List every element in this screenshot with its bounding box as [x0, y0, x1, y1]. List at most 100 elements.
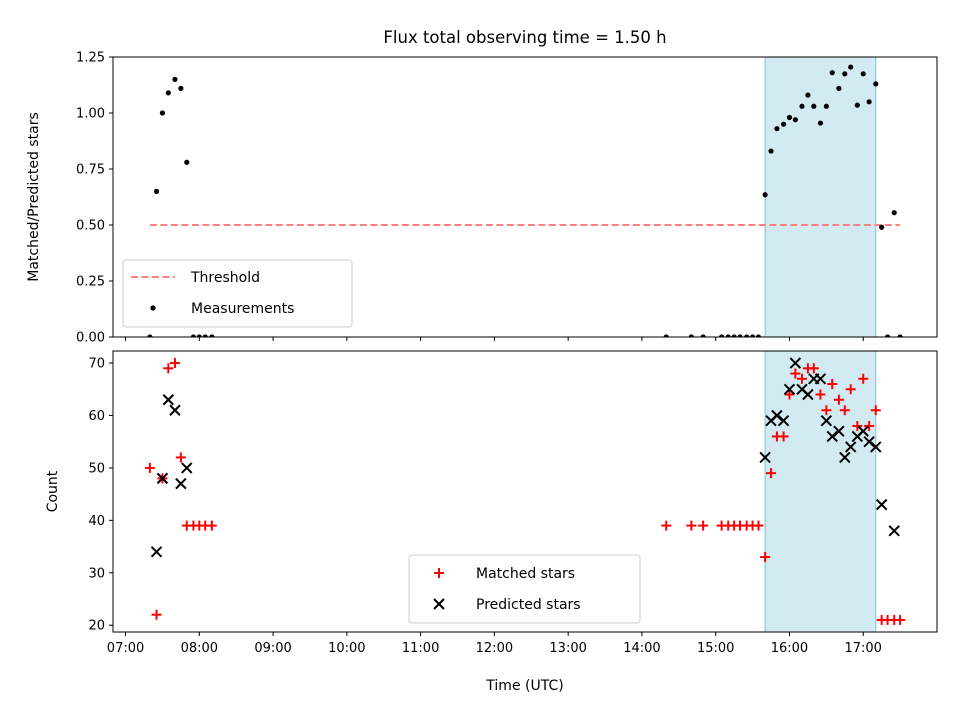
bottom-y-tick-label-5: 70 [88, 357, 105, 372]
x-tick-label-1: 08:00 [181, 641, 218, 656]
top-y-tick-label-3: 0.75 [76, 163, 105, 178]
bottom-plus-point-39 [870, 405, 881, 416]
top-axes-frame [112, 56, 938, 338]
bottom-legend-predicted-swatch [433, 598, 445, 610]
bottom-x-point-1-b [156, 472, 169, 485]
bottom-x-point-12-b [796, 383, 808, 395]
bottom-plot-area [144, 357, 906, 625]
bottom-plus-point-26 [790, 368, 801, 379]
bottom-x-point-4-b [175, 477, 187, 490]
bottom-x-point-5-b [181, 462, 193, 474]
bottom-plus-point-36 [852, 420, 863, 431]
x-tick-label-4: 11:00 [402, 641, 439, 656]
top-dot-point-26 [792, 117, 798, 123]
bottom-x-point-15-b [814, 373, 827, 385]
bottom-y-axis-label: Count [45, 470, 61, 512]
bottom-y-tick-label-3: 50 [88, 461, 105, 476]
top-dot-point-15 [725, 334, 731, 337]
top-y-axis-label: Matched/Predicted stars [26, 112, 42, 282]
top-dot-point-5 [178, 85, 184, 91]
bottom-x-point-23-b [863, 435, 875, 448]
top-dot-point-0 [147, 334, 153, 337]
top-dot-point-11 [663, 334, 669, 337]
bottom-legend: Matched stars Predicted stars [408, 554, 641, 624]
top-series-measurements [147, 64, 903, 337]
bottom-x-point-0 [150, 546, 163, 558]
bottom-plus-point-25 [784, 389, 795, 400]
bottom-x-point-3 [169, 404, 181, 416]
bottom-x-point-11 [789, 357, 802, 369]
bottom-x-point-13-b [802, 388, 814, 401]
bottom-x-point-2-b [162, 394, 175, 406]
bottom-x-point-11-b [789, 357, 802, 369]
top-dot-point-10 [209, 334, 215, 337]
bottom-plus-point-30 [815, 389, 826, 400]
top-dot-point-20 [755, 334, 762, 337]
bottom-plus-point-34 [839, 405, 850, 416]
bottom-x-point-16 [820, 415, 833, 427]
bottom-x-point-10 [783, 383, 796, 395]
bottom-x-point-3-b [169, 404, 181, 416]
top-legend: Threshold Measurements [122, 259, 353, 328]
top-legend-threshold-label: Threshold [190, 270, 260, 286]
bottom-x-point-5 [181, 462, 193, 474]
bottom-y-tick-label-1: 30 [88, 566, 105, 581]
top-dot-point-35 [848, 64, 854, 70]
top-legend-measurements-label: Measurements [191, 301, 294, 317]
top-y-tick-label-0: 0.00 [76, 331, 105, 346]
top-dot-point-29 [811, 103, 817, 109]
bottom-plus-point-12 [686, 520, 697, 531]
bottom-plus-point-3 [163, 363, 174, 374]
top-dot-point-14 [718, 334, 725, 337]
bottom-x-point-18 [833, 425, 845, 437]
x-tick-label-10: 17:00 [844, 641, 881, 656]
bottom-plus-point-38 [864, 420, 875, 431]
bottom-y-tick-label-4: 60 [88, 409, 105, 424]
bottom-x-point-20 [844, 441, 857, 453]
top-y-tick-label-1: 0.25 [76, 275, 105, 290]
top-dot-point-36 [854, 102, 860, 108]
bottom-plus-point-11 [661, 520, 672, 531]
bottom-plus-point-0 [144, 462, 155, 473]
top-dot-point-39 [873, 81, 879, 87]
top-dot-point-31 [823, 103, 829, 109]
bottom-x-point-19 [839, 451, 851, 464]
bottom-x-point-13 [802, 388, 814, 401]
bottom-plus-point-13 [698, 520, 709, 531]
top-dot-point-28 [805, 92, 811, 98]
top-dot-point-30 [817, 120, 824, 126]
x-tick-label-2: 09:00 [254, 641, 291, 656]
bottom-x-point-9 [777, 415, 790, 427]
bottom-x-point-25-b [875, 498, 888, 511]
bottom-legend-box [408, 554, 641, 624]
top-highlight-band [764, 56, 877, 338]
top-dot-point-4 [172, 76, 178, 82]
bottom-plus-point-35 [845, 384, 856, 395]
x-tick-label-3: 10:00 [328, 641, 365, 656]
bottom-y-tick-label-2: 40 [88, 514, 105, 529]
bottom-x-point-6-b [759, 451, 771, 464]
bottom-x-point-25 [875, 498, 888, 511]
bottom-x-point-15 [814, 373, 827, 385]
top-dot-point-23 [774, 126, 780, 132]
bottom-legend-predicted-label: Predicted stars [476, 597, 581, 613]
bottom-plus-point-31 [821, 405, 832, 416]
top-dot-point-13 [700, 334, 706, 337]
top-dot-point-19 [749, 334, 756, 337]
x-tick-label-8: 15:00 [697, 641, 734, 656]
top-plot-area [147, 64, 903, 337]
bottom-plus-point-43 [895, 614, 906, 625]
top-dot-point-25 [786, 114, 793, 121]
top-dot-point-24 [780, 121, 787, 127]
top-dot-point-22 [768, 148, 774, 154]
bottom-x-point-8-b [771, 409, 783, 422]
top-dot-point-38 [866, 99, 872, 105]
top-dot-point-21 [762, 192, 768, 198]
bottom-series-matched-stars [144, 358, 906, 625]
x-tick-label-9: 16:00 [771, 641, 808, 656]
bottom-x-point-22-b [857, 425, 869, 437]
top-dot-point-17 [737, 334, 743, 337]
bottom-legend-matched-swatch [434, 568, 444, 578]
bottom-plus-point-5 [175, 452, 186, 463]
